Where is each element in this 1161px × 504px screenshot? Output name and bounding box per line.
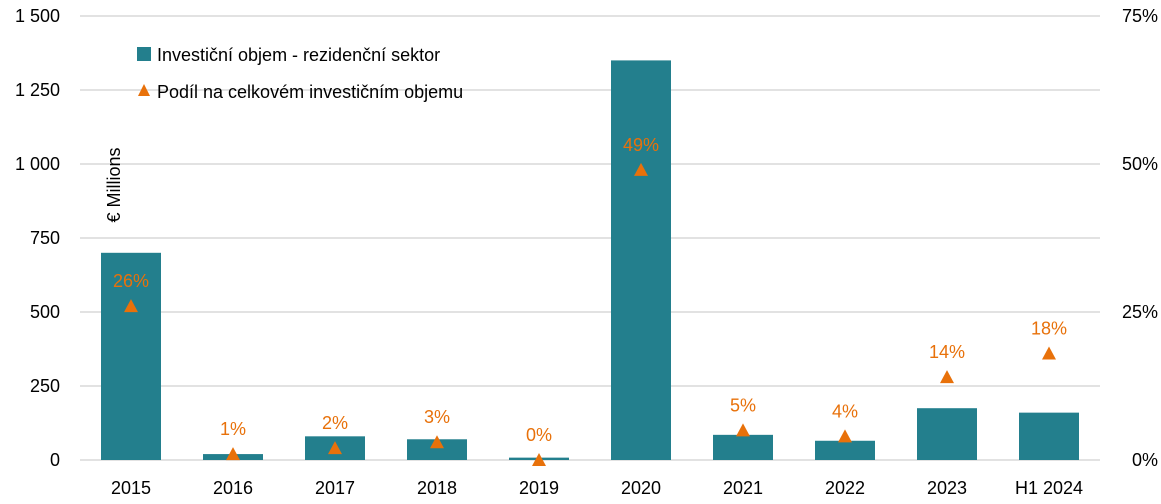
data-label: 5% [730,395,756,415]
bar [101,252,161,460]
share-marker [736,423,750,437]
y-axis-left: 0 250 500 750 1 000 1 250 1 500 [15,6,60,470]
data-label: 2% [322,413,348,433]
data-label: 3% [424,407,450,427]
data-label: 4% [832,401,858,421]
data-label: 49% [623,135,659,155]
x-tick-label: 2023 [927,478,967,498]
share-marker [940,370,954,384]
y-tick-label: 1 500 [15,6,60,26]
y-axis-title: € Millions [104,147,124,222]
x-axis: 2015 2016 2017 2018 2019 2020 2021 2022 2023 H1 2… [111,478,1083,498]
share-marker [1042,346,1056,360]
y-axis-right: 0% 25% 50% 75% [1122,6,1158,470]
y-tick-label: 1 000 [15,154,60,174]
share-marker [634,162,648,176]
bar [713,434,773,460]
marker-series [124,162,1056,466]
share-marker [328,441,342,455]
y2-tick-label: 0% [1132,450,1158,470]
bar [815,440,875,460]
x-tick-label: 2022 [825,478,865,498]
bar [917,408,977,460]
legend-marker-swatch [138,84,150,96]
legend-bar-swatch [137,47,151,61]
data-label: 1% [220,419,246,439]
data-label: 18% [1031,318,1067,338]
y-tick-label: 250 [30,376,60,396]
y2-tick-label: 50% [1122,154,1158,174]
legend-marker-label: Podíl na celkovém investičním objemu [157,82,463,102]
x-tick-label: H1 2024 [1015,478,1083,498]
share-marker [430,435,444,449]
x-tick-label: 2020 [621,478,661,498]
bar [611,60,671,461]
x-tick-label: 2016 [213,478,253,498]
y-tick-label: 1 250 [15,80,60,100]
y-tick-label: 0 [50,450,60,470]
share-marker [532,453,546,466]
y-tick-label: 750 [30,228,60,248]
legend-bar-label: Investiční objem - rezidenční sektor [157,45,440,65]
x-tick-label: 2018 [417,478,457,498]
x-tick-label: 2017 [315,478,355,498]
share-marker [838,429,852,443]
x-tick-label: 2021 [723,478,763,498]
share-marker [124,299,138,313]
x-tick-label: 2019 [519,478,559,498]
data-label: 26% [113,271,149,291]
bar [1019,412,1079,460]
data-labels: 26% 1% 2% 3% 0% 49% 5% 4% 14% 18% [113,135,1067,445]
bar [407,439,467,460]
bar-series [101,60,1079,461]
y2-tick-label: 25% [1122,302,1158,322]
y-tick-label: 500 [30,302,60,322]
gridlines [80,15,1100,461]
y2-tick-label: 75% [1122,6,1158,26]
legend: Investiční objem - rezidenční sektor Pod… [137,45,463,102]
data-label: 14% [929,342,965,362]
share-marker [226,447,240,461]
data-label: 0% [526,425,552,445]
x-tick-label: 2015 [111,478,151,498]
